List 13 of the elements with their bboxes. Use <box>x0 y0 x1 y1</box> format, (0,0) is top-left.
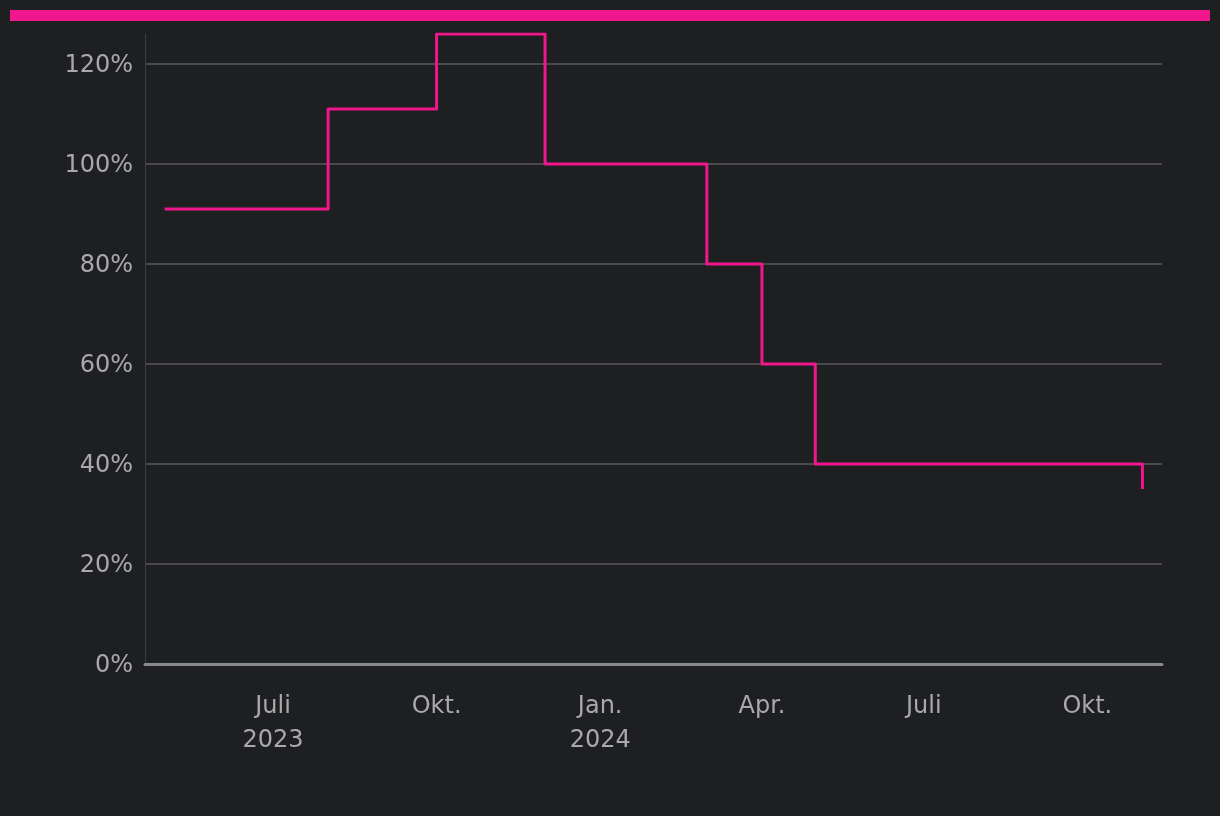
y-tick-label: 20% <box>79 550 133 578</box>
x-tick-label: Jan. 2024 <box>569 691 631 753</box>
y-tick-label: 100% <box>64 150 133 178</box>
y-tick-label: 0% <box>94 650 133 678</box>
x-tick-label: Juli 2023 <box>242 691 304 753</box>
y-tick-label: 80% <box>79 250 133 278</box>
y-tick-label: 120% <box>64 50 133 78</box>
x-tick-label: Okt. <box>1062 691 1113 719</box>
x-tick-label: Apr. <box>738 691 786 719</box>
x-tick-label: Juli <box>903 691 942 719</box>
y-tick-label: 60% <box>79 350 133 378</box>
y-tick-label: 40% <box>79 450 133 478</box>
x-tick-label: Okt. <box>411 691 462 719</box>
